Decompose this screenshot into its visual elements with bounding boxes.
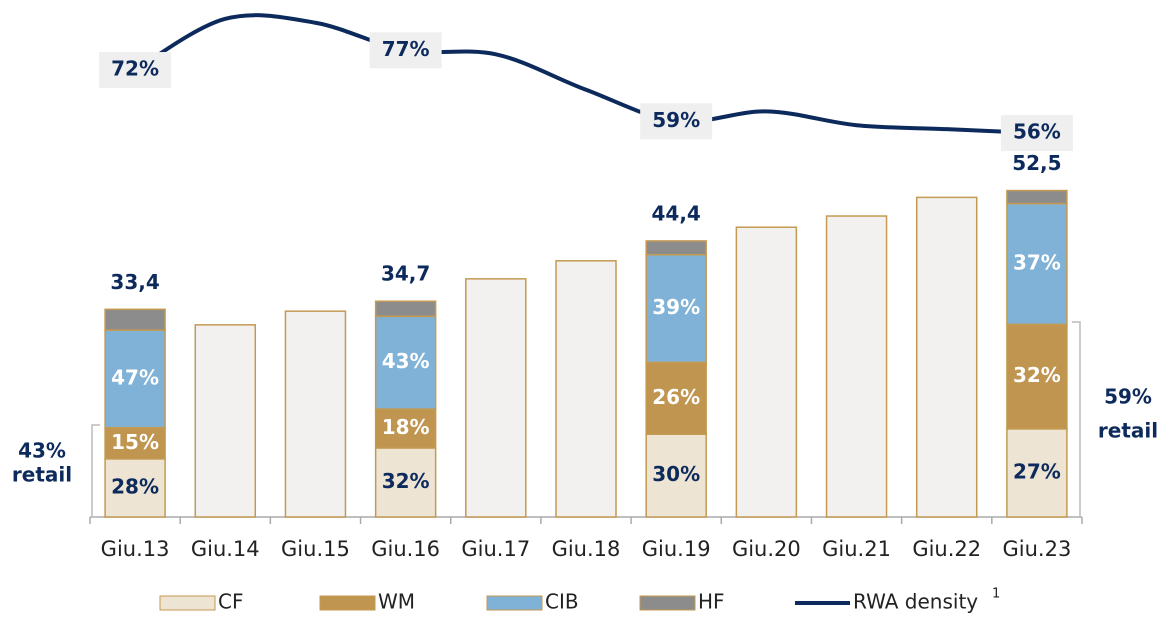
bar <box>555 260 617 518</box>
bar-segment <box>374 447 437 518</box>
data-label: 37% <box>1013 250 1061 274</box>
bracket <box>1072 321 1081 518</box>
legend-label: WM <box>378 590 415 614</box>
data-label: 26% <box>652 385 700 409</box>
x-tick-label: Giu.16 <box>371 537 440 561</box>
bar-segment <box>1006 428 1068 518</box>
legend-swatch <box>639 595 696 611</box>
bar <box>735 226 798 518</box>
legend-swatch <box>486 595 543 611</box>
total-label: 34,7 <box>381 262 430 286</box>
bar-segment <box>104 458 166 518</box>
total-label: 33,4 <box>110 270 159 294</box>
legend-note: 1 <box>992 587 1000 602</box>
data-label: 15% <box>111 430 159 454</box>
legend-swatch <box>159 595 216 611</box>
data-label: 43% <box>382 349 430 373</box>
annotation: 43% <box>18 439 66 463</box>
data-label: 28% <box>111 474 159 498</box>
annotation: retail <box>12 463 72 487</box>
bar-segment <box>374 315 437 410</box>
x-tick-label: Giu.22 <box>912 537 981 561</box>
x-tick-label: Giu.21 <box>822 537 891 561</box>
x-tick-label: Giu.15 <box>281 537 350 561</box>
data-label: 77% <box>382 37 430 61</box>
data-label: 47% <box>111 365 159 389</box>
data-label: 39% <box>652 295 700 319</box>
total-label: 52,5 <box>1012 151 1061 175</box>
bar-segment <box>104 308 166 331</box>
line <box>134 13 1037 136</box>
bar-segment <box>374 408 437 449</box>
bar-segment <box>374 300 437 318</box>
bar-segment <box>1006 189 1068 205</box>
bar <box>194 324 257 518</box>
legend-label: RWA density <box>853 590 978 614</box>
bar-segment <box>645 253 707 364</box>
x-tick-label: Giu.19 <box>642 537 711 561</box>
data-label: 30% <box>652 462 700 486</box>
bar-segment <box>1006 202 1068 326</box>
label-box <box>640 103 713 140</box>
total-label: 44,4 <box>652 201 701 225</box>
data-label: 72% <box>111 57 159 81</box>
annotation: 59% <box>1104 385 1152 409</box>
legend-swatch <box>319 595 376 611</box>
x-tick-label: Giu.20 <box>732 537 801 561</box>
bar <box>915 196 978 518</box>
data-label: 32% <box>1013 363 1061 387</box>
bar-segment <box>104 329 166 429</box>
data-label: 18% <box>382 415 430 439</box>
legend-label: CF <box>218 590 243 614</box>
label-box <box>99 52 172 89</box>
bar-segment <box>645 240 707 256</box>
label-box <box>1000 115 1073 152</box>
x-tick-label: Giu.13 <box>101 537 170 561</box>
bar <box>284 310 347 518</box>
legend-label: CIB <box>545 590 579 614</box>
bracket <box>91 424 100 518</box>
x-tick-label: Giu.23 <box>1002 537 1071 561</box>
x-tick-label: Giu.14 <box>191 537 260 561</box>
bar <box>825 215 888 518</box>
legend-label: HF <box>698 590 725 614</box>
x-tick-label: Giu.17 <box>461 537 530 561</box>
annotation: retail <box>1098 419 1158 443</box>
data-label: 59% <box>652 108 700 132</box>
data-label: 32% <box>382 469 430 493</box>
x-tick-label: Giu.18 <box>552 537 621 561</box>
label-box <box>369 32 442 69</box>
bar <box>465 278 527 518</box>
bar-segment <box>645 433 707 518</box>
data-label: 56% <box>1013 120 1061 144</box>
bar-segment <box>645 361 707 435</box>
data-label: 27% <box>1013 459 1061 483</box>
